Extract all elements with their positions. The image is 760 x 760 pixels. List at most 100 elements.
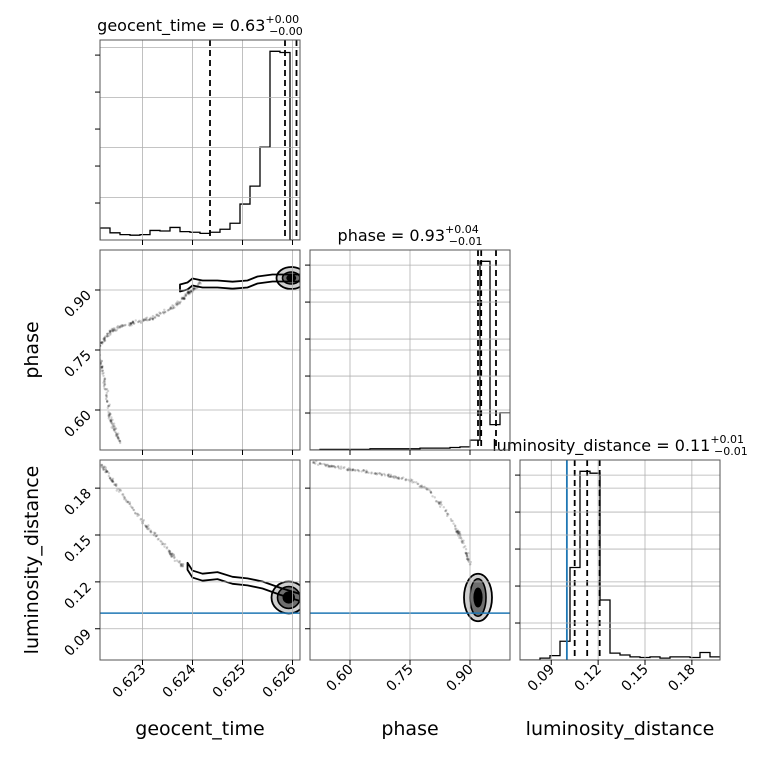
scatter-point-phase_vs_geocent_time <box>114 434 118 438</box>
panel-luminosity_distance_vs_geocent_time-plot-area <box>100 463 300 615</box>
scatter-point-phase_vs_geocent_time <box>110 426 113 429</box>
scatter-point-luminosity_distance_vs_phase <box>396 477 399 480</box>
scatter-point-phase_vs_geocent_time <box>109 333 112 336</box>
scatter-point-luminosity_distance_vs_phase <box>458 531 461 534</box>
scatter-point-luminosity_distance_vs_phase <box>331 465 334 468</box>
scatter-point-phase_vs_geocent_time <box>121 324 124 328</box>
scatter-point-phase_vs_geocent_time <box>157 314 161 318</box>
scatter-point-luminosity_distance_vs_phase <box>459 536 462 539</box>
scatter-point-luminosity_distance_vs_geocent_time <box>169 553 172 556</box>
scatter-point-luminosity_distance_vs_phase <box>376 472 379 475</box>
scatter-point-phase_vs_geocent_time <box>114 427 118 430</box>
scatter-point-phase_vs_geocent_time <box>183 297 186 300</box>
scatter-point-phase_vs_geocent_time <box>104 393 108 397</box>
scatter-point-luminosity_distance_vs_geocent_time <box>134 512 137 515</box>
scatter-point-phase_vs_geocent_time <box>187 291 191 294</box>
scatter-point-luminosity_distance_vs_phase <box>400 477 403 480</box>
scatter-point-phase_vs_geocent_time <box>139 320 142 323</box>
scatter-point-phase_vs_geocent_time <box>111 329 115 333</box>
scatter-point-phase_vs_geocent_time <box>112 425 116 428</box>
scatter-point-phase_vs_geocent_time <box>188 293 191 296</box>
scatter-point-luminosity_distance_vs_geocent_time <box>128 502 131 506</box>
scatter-point-phase_vs_geocent_time <box>114 329 117 332</box>
scatter-point-luminosity_distance_vs_phase <box>386 473 389 477</box>
scatter-point-phase_vs_geocent_time <box>103 387 106 390</box>
scatter-point-phase_vs_geocent_time <box>103 377 107 381</box>
scatter-point-luminosity_distance_vs_geocent_time <box>107 472 111 475</box>
scatter-point-phase_vs_geocent_time <box>103 337 106 341</box>
scatter-point-luminosity_distance_vs_geocent_time <box>170 552 174 555</box>
scatter-point-phase_vs_geocent_time <box>184 292 187 296</box>
scatter-point-luminosity_distance_vs_phase <box>400 477 404 480</box>
scatter-point-luminosity_distance_vs_phase <box>450 519 453 523</box>
scatter-point-phase_vs_geocent_time <box>161 311 165 314</box>
scatter-point-phase_vs_geocent_time <box>100 362 103 366</box>
scatter-point-phase_vs_geocent_time <box>182 297 186 301</box>
scatter-point-phase_vs_geocent_time <box>109 412 112 416</box>
scatter-point-phase_vs_geocent_time <box>194 287 197 291</box>
scatter-point-luminosity_distance_vs_phase <box>362 469 365 472</box>
scatter-point-phase_vs_geocent_time <box>144 318 148 321</box>
scatter-point-phase_vs_geocent_time <box>172 306 175 310</box>
title-luminosity-distance-plus: +0.01 <box>710 433 744 446</box>
scatter-point-luminosity_distance_vs_phase <box>356 468 359 472</box>
scatter-point-phase_vs_geocent_time <box>100 360 103 363</box>
scatter-point-phase_vs_geocent_time <box>110 416 113 419</box>
scatter-point-phase_vs_geocent_time <box>182 296 185 300</box>
scatter-point-luminosity_distance_vs_geocent_time <box>146 525 149 528</box>
scatter-point-luminosity_distance_vs_geocent_time <box>108 477 112 480</box>
scatter-point-luminosity_distance_vs_phase <box>347 467 351 470</box>
scatter-point-luminosity_distance_vs_phase <box>453 524 457 527</box>
scatter-point-luminosity_distance_vs_phase <box>457 532 461 535</box>
scatter-point-phase_vs_geocent_time <box>116 433 119 436</box>
scatter-point-luminosity_distance_vs_phase <box>466 557 469 561</box>
scatter-point-phase_vs_geocent_time <box>103 378 106 381</box>
scatter-point-luminosity_distance_vs_phase <box>446 512 449 516</box>
scatter-point-luminosity_distance_vs_phase <box>354 469 357 472</box>
scatter-point-phase_vs_geocent_time <box>183 297 186 301</box>
scatter-point-phase_vs_geocent_time <box>132 322 136 325</box>
scatter-point-phase_vs_geocent_time <box>131 321 134 324</box>
scatter-point-phase_vs_geocent_time <box>182 297 185 301</box>
scatter-point-luminosity_distance_vs_geocent_time <box>169 555 173 558</box>
scatter-point-phase_vs_geocent_time <box>106 404 110 408</box>
scatter-point-luminosity_distance_vs_phase <box>428 488 431 492</box>
scatter-point-luminosity_distance_vs_phase <box>365 469 368 472</box>
scatter-point-luminosity_distance_vs_phase <box>425 488 429 492</box>
scatter-point-luminosity_distance_vs_phase <box>318 462 322 465</box>
scatter-point-phase_vs_geocent_time <box>107 413 111 417</box>
scatter-point-luminosity_distance_vs_phase <box>467 551 470 555</box>
scatter-point-luminosity_distance_vs_phase <box>374 472 377 475</box>
scatter-point-luminosity_distance_vs_phase <box>365 471 369 474</box>
scatter-point-phase_vs_geocent_time <box>113 428 117 431</box>
scatter-point-luminosity_distance_vs_phase <box>394 475 398 478</box>
scatter-point-luminosity_distance_vs_phase <box>328 464 331 468</box>
scatter-point-luminosity_distance_vs_geocent_time <box>129 505 132 508</box>
scatter-point-phase_vs_geocent_time <box>131 320 134 323</box>
scatter-point-phase_vs_geocent_time <box>189 291 192 295</box>
scatter-point-phase_vs_geocent_time <box>113 327 116 330</box>
scatter-point-luminosity_distance_vs_phase <box>433 496 436 499</box>
scatter-point-luminosity_distance_vs_phase <box>351 468 355 471</box>
scatter-point-luminosity_distance_vs_phase <box>367 471 370 475</box>
scatter-point-luminosity_distance_vs_phase <box>380 474 383 477</box>
title-geocent-time-label: geocent_time <box>97 16 206 36</box>
scatter-point-luminosity_distance_vs_geocent_time <box>100 464 103 467</box>
scatter-point-luminosity_distance_vs_phase <box>404 478 407 481</box>
scatter-point-luminosity_distance_vs_geocent_time <box>113 483 116 486</box>
scatter-point-luminosity_distance_vs_geocent_time <box>106 470 109 473</box>
scatter-point-luminosity_distance_vs_geocent_time <box>168 553 172 556</box>
scatter-point-luminosity_distance_vs_geocent_time <box>145 527 149 530</box>
scatter-point-luminosity_distance_vs_geocent_time <box>159 539 162 543</box>
title-geocent-time-minus: −0.00 <box>269 25 303 38</box>
scatter-point-luminosity_distance_vs_phase <box>429 491 433 495</box>
scatter-point-phase_vs_geocent_time <box>188 290 191 294</box>
title-luminosity-distance: luminosity_distance = 0.11+0.01 −0.01 <box>492 433 748 458</box>
scatter-point-luminosity_distance_vs_phase <box>420 484 424 487</box>
scatter-point-phase_vs_geocent_time <box>112 329 115 332</box>
scatter-point-luminosity_distance_vs_geocent_time <box>105 470 109 474</box>
scatter-point-luminosity_distance_vs_geocent_time <box>179 565 183 568</box>
scatter-point-luminosity_distance_vs_phase <box>462 546 466 549</box>
scatter-point-luminosity_distance_vs_phase <box>378 472 381 475</box>
scatter-point-phase_vs_geocent_time <box>118 439 122 443</box>
